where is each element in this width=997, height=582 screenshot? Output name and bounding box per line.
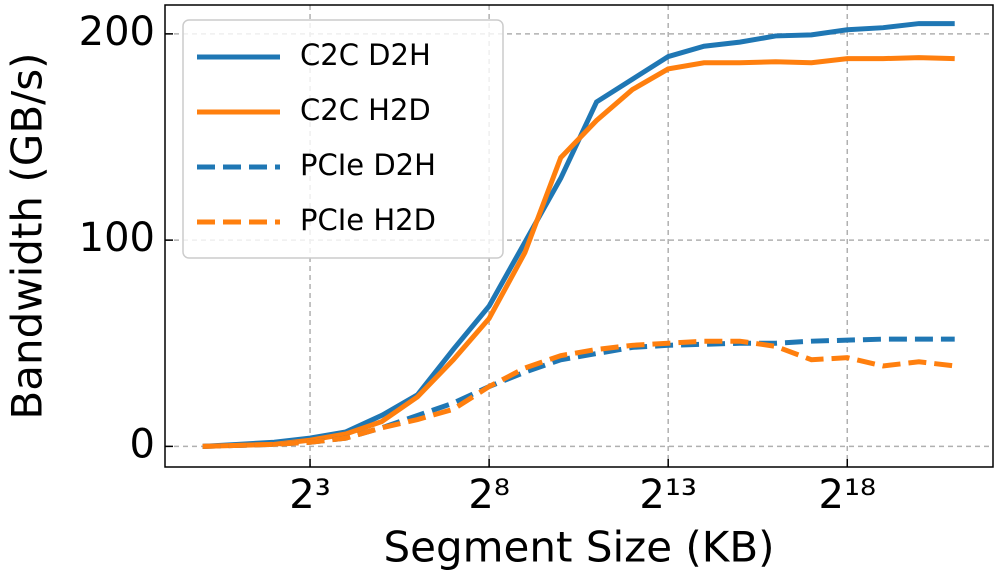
series-line xyxy=(202,336,955,449)
legend-box xyxy=(182,19,504,259)
y-tick-label: 200 xyxy=(79,9,155,55)
plot-frame xyxy=(164,4,994,468)
y-axis-label: Bandwidth (GB/s) xyxy=(3,52,52,419)
series-line xyxy=(202,338,955,449)
legend-label: C2C D2H xyxy=(300,38,431,72)
legend-label: C2C H2D xyxy=(300,93,431,127)
legend-label: PCIe H2D xyxy=(300,203,436,237)
series-line xyxy=(202,55,955,449)
x-axis-label: Segment Size (KB) xyxy=(383,523,774,572)
y-tick-label: 0 xyxy=(130,421,155,467)
legend-label: PCIe D2H xyxy=(300,148,436,182)
legend: C2C D2H C2C H2D PCIe D2H PCIe H2D xyxy=(182,19,504,259)
y-tick-label: 100 xyxy=(79,215,155,261)
x-tick-label: 2⁸ xyxy=(468,472,509,518)
x-tick-label: 2³ xyxy=(289,472,330,518)
x-tick-label: 2¹³ xyxy=(639,472,697,518)
x-tick-label: 2¹⁸ xyxy=(819,472,877,518)
